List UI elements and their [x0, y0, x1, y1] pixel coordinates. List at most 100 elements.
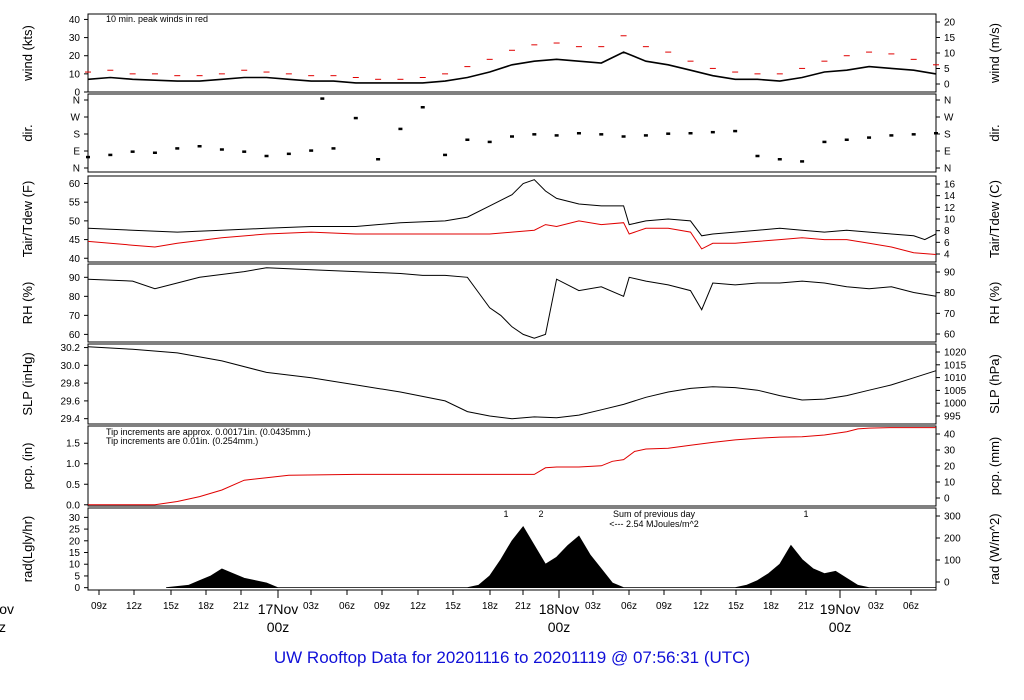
peak-wind-note: 10 min. peak winds in red	[106, 14, 208, 24]
right-tick-label: 10	[944, 49, 956, 60]
left-tick-label: 30.0	[61, 361, 81, 372]
right-tick-label: 90	[944, 268, 956, 279]
direction-point	[532, 133, 537, 136]
right-tick-label: W	[944, 113, 954, 124]
direction-point	[800, 160, 805, 163]
left-tick-label: 70	[69, 311, 81, 322]
day-time-label: 00z	[829, 619, 852, 635]
direction-point	[264, 154, 269, 158]
left-tick-label: E	[73, 147, 80, 158]
right-tick-label: 995	[944, 412, 961, 423]
left-tick-label: N	[73, 164, 80, 175]
figure-caption: UW Rooftop Data for 20201116 to 20201119…	[273, 648, 751, 667]
right-tick-label: 10	[944, 215, 956, 226]
time-tick-label: 06z	[339, 601, 355, 612]
direction-point	[197, 145, 202, 148]
left-tick-label: 60	[69, 179, 81, 190]
direction-point	[889, 134, 894, 137]
direction-point	[309, 149, 314, 152]
left-tick-label: 20	[69, 51, 81, 62]
time-tick-label: 15z	[445, 601, 461, 612]
direction-point	[108, 153, 113, 157]
time-tick-label: 12z	[126, 601, 142, 612]
series-line-2-1	[87, 220, 937, 255]
series-line-5-0	[88, 427, 936, 506]
direction-point	[867, 136, 872, 139]
time-tick-label: 06z	[903, 601, 919, 612]
left-tick-label: 90	[69, 273, 81, 284]
left-tick-label: 40	[69, 254, 81, 265]
time-tick-label: 03z	[303, 601, 319, 612]
series-line-2-0	[87, 179, 937, 241]
time-tick-label: 15z	[163, 601, 179, 612]
left-tick-label: 45	[69, 235, 81, 246]
left-tick-label: 29.6	[61, 396, 81, 407]
direction-point	[822, 140, 827, 144]
right-tick-label: 1015	[944, 360, 967, 371]
right-tick-label: N	[944, 96, 951, 107]
direction-point	[86, 155, 90, 159]
direction-point	[844, 138, 849, 141]
direction-point	[710, 130, 715, 134]
direction-point	[376, 158, 381, 161]
right-axis-label: RH (%)	[987, 282, 1002, 325]
series-line-3-0	[87, 267, 937, 339]
time-tick-label: 21z	[233, 601, 249, 612]
direction-point	[934, 132, 938, 135]
direction-point	[443, 153, 448, 157]
left-axis-label: dir.	[20, 124, 35, 141]
time-tick-label: 21z	[515, 601, 531, 612]
right-tick-label: 12	[944, 203, 956, 214]
direction-point	[487, 140, 492, 144]
left-tick-label: 50	[69, 216, 81, 227]
left-axis-label: wind (kts)	[20, 25, 35, 82]
time-tick-label: 21z	[798, 601, 814, 612]
right-tick-label: 0	[944, 494, 950, 505]
right-tick-label: 10	[944, 478, 956, 489]
right-tick-label: 1000	[944, 399, 967, 410]
right-tick-label: 14	[944, 191, 956, 202]
left-tick-label: 10	[69, 560, 81, 571]
right-axis-label: Tair/Tdew (C)	[987, 180, 1002, 258]
day-time-label: 00z	[548, 619, 571, 635]
right-tick-label: S	[944, 130, 951, 141]
direction-point	[130, 150, 135, 153]
direction-point	[219, 148, 224, 151]
left-tick-label: 30	[69, 513, 81, 524]
left-tick-label: 5	[74, 571, 80, 582]
direction-point	[398, 127, 403, 131]
panel-frame-4	[87, 343, 937, 425]
right-axis-label: pcp. (mm)	[987, 437, 1002, 496]
right-tick-label: 0	[944, 80, 950, 91]
right-tick-label: 60	[944, 330, 956, 341]
left-axis-label: Tair/Tdew (F)	[20, 181, 35, 258]
peak-marker-label: 2	[538, 509, 543, 519]
time-tick-label: 12z	[693, 601, 709, 612]
direction-point	[152, 151, 157, 154]
left-tick-label: 40	[69, 15, 81, 26]
tip-increment-note: Tip increments are 0.01in. (0.254mm.)	[106, 436, 258, 446]
left-tick-label: 10	[69, 69, 81, 80]
direction-point	[242, 150, 247, 153]
day-time-label: 00z	[267, 619, 290, 635]
right-tick-label: 300	[944, 512, 961, 523]
day-date-label: 19Nov	[820, 601, 860, 617]
left-tick-label: W	[71, 113, 81, 124]
series-line-0-0	[87, 51, 937, 84]
time-tick-label: 18z	[482, 601, 498, 612]
left-axis-label: pcp. (in)	[20, 443, 35, 490]
time-tick-label: 15z	[728, 601, 744, 612]
direction-point	[777, 158, 782, 161]
left-tick-label: 29.8	[61, 379, 81, 390]
time-tick-label: 18z	[198, 601, 214, 612]
right-axis-label: rad (W/m^2)	[987, 513, 1002, 584]
direction-point	[576, 132, 581, 135]
direction-point	[286, 152, 291, 156]
right-tick-label: 4	[944, 250, 950, 261]
left-tick-label: 30.2	[61, 343, 81, 354]
left-axis-label: SLP (inHg)	[20, 352, 35, 415]
right-tick-label: 1020	[944, 348, 967, 359]
direction-point	[510, 135, 514, 138]
left-tick-label: 55	[69, 198, 81, 209]
panel-frame-2	[87, 175, 937, 263]
